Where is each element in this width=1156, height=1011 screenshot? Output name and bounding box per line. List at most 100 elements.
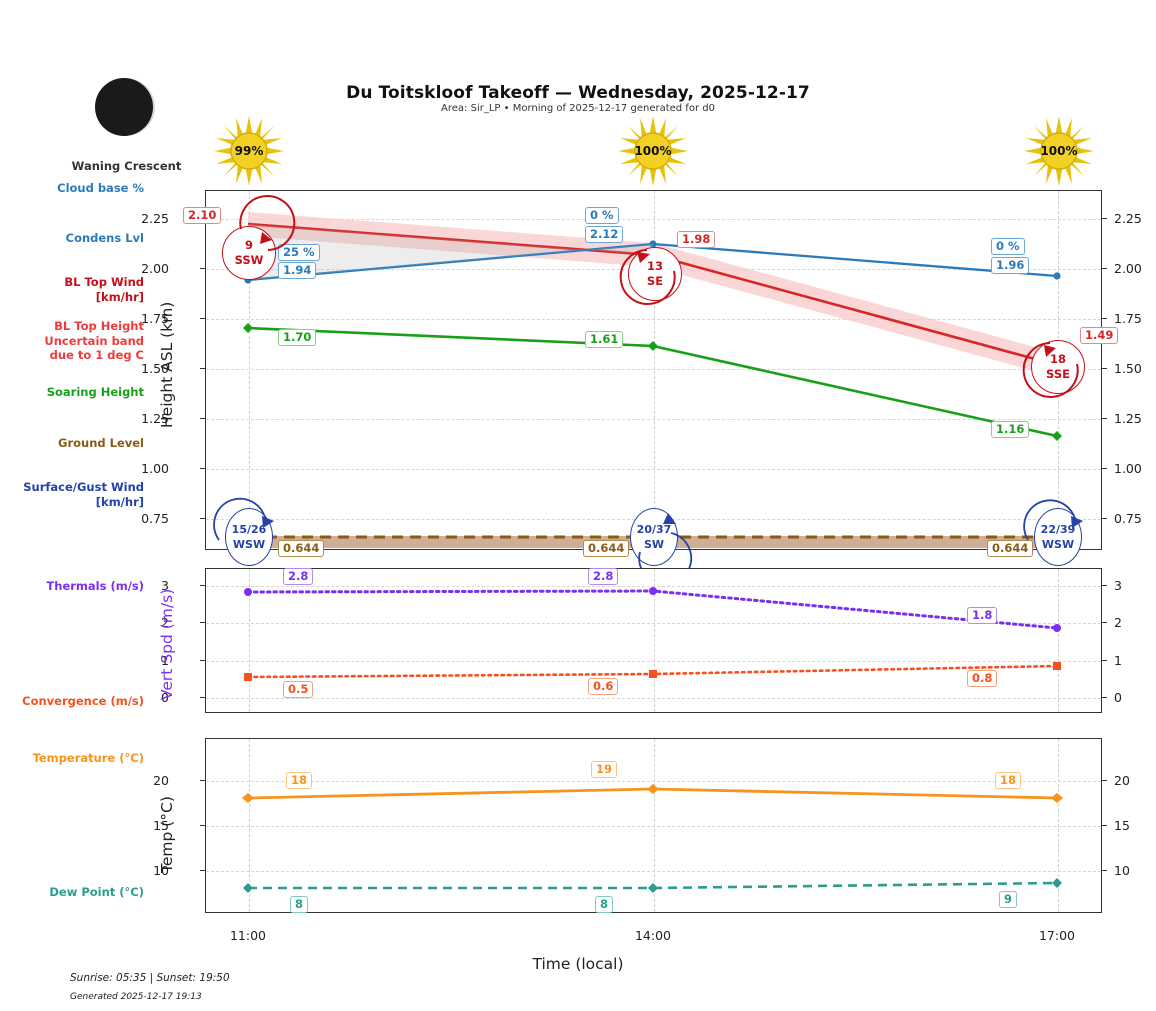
legend-label: Surface/Gust Wind [km/hr] <box>23 480 144 509</box>
legend-bl-top-wind: BL Top Wind [km/hr] <box>0 275 144 304</box>
ytick-main-r-4: 1.25 <box>1114 411 1142 426</box>
sun-icon-1700: 100% <box>1023 115 1095 187</box>
legend-label: BL Top Wind [km/hr] <box>64 275 144 304</box>
legend-label: BL Top Height Uncertain band due to 1 de… <box>44 319 144 362</box>
ytick-temp-l-1: 15 <box>153 818 169 833</box>
bl-wind-speed: 9 <box>244 238 253 252</box>
legend-surface-gust-wind: Surface/Gust Wind [km/hr] <box>0 480 144 509</box>
ytick-vs-l-1: 2 <box>161 615 169 630</box>
legend-condens-lvl: Condens Lvl <box>0 231 144 246</box>
temperature-label-0: 18 <box>286 772 313 789</box>
page-subtitle: Area: Sir_LP • Morning of 2025-12-17 gen… <box>441 103 715 114</box>
temperature-label-1: 19 <box>591 761 618 778</box>
condens-lvl-label-1: 2.12 <box>585 226 624 243</box>
legend-soaring-height: Soaring Height <box>0 385 144 400</box>
ytick-main-r-6: 0.75 <box>1114 511 1142 526</box>
vertspd-panel <box>205 568 1102 713</box>
ground-level-label-0: 0.644 <box>278 540 325 557</box>
convergence-label-1: 0.6 <box>588 678 619 695</box>
legend-temperature: Temperature (°C) <box>0 751 144 766</box>
legend-dew-point: Dew Point (°C) <box>0 885 144 900</box>
ytick-vs-r-1: 2 <box>1114 615 1122 630</box>
surface-wind-1700: 22/39 WSW <box>1034 508 1082 566</box>
temp-y-axis-title: Temp (°C) <box>158 796 176 873</box>
legend-label: Ground Level <box>58 436 144 450</box>
legend-label: Condens Lvl <box>65 231 144 245</box>
surface-wind-1400: 20/37 SW <box>630 508 678 566</box>
ytick-temp-r-1: 15 <box>1114 818 1130 833</box>
ytick-main-r-5: 1.00 <box>1114 461 1142 476</box>
ytick-vs-l-2: 1 <box>161 653 169 668</box>
ytick-vs-r-3: 0 <box>1114 690 1122 705</box>
sfc-wind-speed: 15/26 <box>231 523 267 536</box>
footer-generated: Generated 2025-12-17 19:13 <box>70 992 202 1002</box>
footer-sun-times: Sunrise: 05:35 | Sunset: 19:50 <box>70 972 230 984</box>
ytick-main-l-3: 1.50 <box>141 361 169 376</box>
ytick-temp-l-2: 10 <box>153 863 169 878</box>
sun-icon-1100: 99% <box>213 115 285 187</box>
ytick-vs-l-3: 0 <box>161 690 169 705</box>
ytick-temp-r-2: 10 <box>1114 863 1130 878</box>
moon-waning-crescent-icon <box>95 78 155 136</box>
legend-cloud-base-pct: Cloud base % <box>0 181 144 196</box>
bl-top-wind-1100: 9 SSW <box>222 226 276 280</box>
dew-point-label-2: 9 <box>999 891 1018 908</box>
sfc-wind-dir: SW <box>643 538 665 551</box>
bl-wind-dir: SE <box>646 274 664 288</box>
sfc-wind-dir: WSW <box>1041 538 1075 551</box>
sun-icon-1400: 100% <box>617 115 689 187</box>
bl-wind-dir: SSE <box>1046 367 1070 381</box>
height-panel <box>205 190 1102 550</box>
bl-top-height-label-0: 2.10 <box>183 207 222 224</box>
ytick-main-r-0: 2.25 <box>1114 211 1142 226</box>
sfc-wind-speed: 20/37 <box>636 523 672 536</box>
dew-point-label-1: 8 <box>595 896 614 913</box>
ytick-main-l-5: 1.00 <box>141 461 169 476</box>
temperature-label-2: 18 <box>995 772 1022 789</box>
ytick-main-r-1: 2.00 <box>1114 261 1142 276</box>
sfc-wind-speed: 22/39 <box>1040 523 1076 536</box>
bl-wind-dir: SSW <box>234 253 264 267</box>
page-title: Du Toitskloof Takeoff — Wednesday, 2025-… <box>346 83 810 103</box>
ytick-main-l-6: 0.75 <box>141 511 169 526</box>
cloud-base-pct-label-1: 0 % <box>585 207 619 224</box>
ytick-temp-r-0: 20 <box>1114 773 1130 788</box>
ground-level-label-2: 0.644 <box>987 540 1034 557</box>
legend-label: Thermals (m/s) <box>46 579 144 593</box>
bl-top-wind-1700: 18 SSE <box>1031 340 1085 394</box>
sun-pct-label: 100% <box>634 144 672 158</box>
sfc-wind-dir: WSW <box>232 538 266 551</box>
thermals-label-1: 2.8 <box>588 568 619 585</box>
soaring-height-label-1: 1.61 <box>585 331 624 348</box>
legend-label: Temperature (°C) <box>32 751 144 765</box>
bl-wind-speed: 18 <box>1049 352 1066 366</box>
main-y-axis-title: Height ASL (km) <box>158 301 176 428</box>
vertspd-y-axis-title: Vert Spd (m/s) <box>158 588 176 700</box>
xtick-1: 14:00 <box>634 928 672 943</box>
thermals-label-2: 1.8 <box>967 607 998 624</box>
condens-lvl-label-0: 1.94 <box>278 262 317 279</box>
ytick-temp-l-0: 20 <box>153 773 169 788</box>
temp-panel <box>205 738 1102 913</box>
soaring-height-label-0: 1.70 <box>278 329 317 346</box>
x-axis-title: Time (local) <box>532 955 624 973</box>
legend-ground-level: Ground Level <box>0 436 144 451</box>
cloud-base-pct-label-0: 25 % <box>278 244 320 261</box>
bl-wind-speed: 13 <box>646 259 663 273</box>
sun-pct-label: 100% <box>1040 144 1078 158</box>
soaring-height-label-2: 1.16 <box>991 421 1030 438</box>
ytick-main-l-4: 1.25 <box>141 411 169 426</box>
ytick-vs-r-0: 3 <box>1114 578 1122 593</box>
legend-bl-top-height: BL Top Height Uncertain band due to 1 de… <box>0 319 144 363</box>
convergence-label-2: 0.8 <box>967 670 998 687</box>
ytick-vs-r-2: 1 <box>1114 653 1122 668</box>
convergence-label-0: 0.5 <box>283 681 314 698</box>
moon-phase-label: Waning Crescent <box>71 159 182 173</box>
condens-lvl-label-2: 1.96 <box>991 257 1030 274</box>
bl-top-height-label-2: 1.49 <box>1080 327 1119 344</box>
bl-top-height-label-1: 1.98 <box>677 231 716 248</box>
ytick-main-l-2: 1.75 <box>141 311 169 326</box>
xtick-0: 11:00 <box>229 928 267 943</box>
legend-label: Dew Point (°C) <box>49 885 144 899</box>
ytick-main-l-0: 2.25 <box>141 211 169 226</box>
